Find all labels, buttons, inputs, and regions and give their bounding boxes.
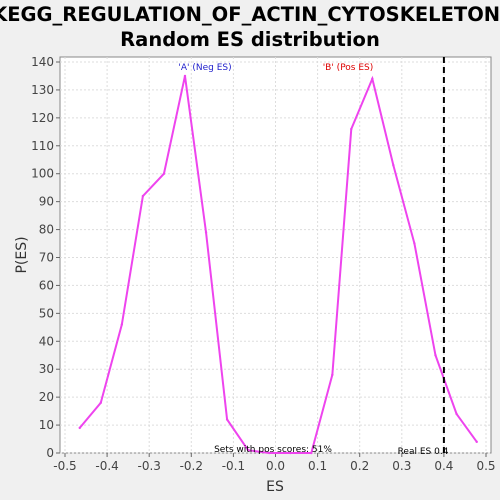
series-point [455, 412, 458, 416]
x-tick-label: -0.4 [95, 459, 118, 473]
series-line [78, 75, 478, 454]
series-point [120, 323, 124, 326]
y-tick-label: 80 [39, 223, 54, 237]
pos-es-annotation: 'B' (Pos ES) [323, 63, 374, 73]
y-tick-label: 40 [39, 334, 54, 348]
series-point [246, 449, 250, 452]
y-tick-label: 0 [46, 446, 54, 460]
x-tick-label: -0.1 [222, 459, 245, 473]
series-point [392, 164, 395, 167]
series-point [225, 418, 229, 421]
series-point [267, 451, 271, 455]
y-tick-label: 140 [31, 55, 54, 69]
series-point [183, 74, 187, 78]
y-tick-label: 20 [39, 390, 54, 404]
series-point [331, 373, 334, 376]
series-point [310, 451, 313, 455]
series-point [434, 354, 437, 357]
y-tick-label: 10 [39, 418, 54, 432]
y-tick-label: 60 [39, 278, 54, 292]
y-tick-label: 110 [31, 139, 54, 153]
y-tick-label: 90 [39, 195, 54, 209]
series-point [99, 401, 102, 404]
series-point [141, 194, 145, 198]
y-tick-label: 50 [39, 306, 54, 320]
series-point [162, 172, 166, 175]
x-tick-label: -0.3 [137, 459, 160, 473]
x-tick-label: -0.5 [53, 459, 76, 473]
x-tick-label: 0.1 [308, 459, 327, 473]
x-tick-label: 0.2 [350, 459, 369, 473]
series-point [78, 426, 81, 430]
y-tick-label: 120 [31, 111, 54, 125]
series-point [413, 242, 416, 245]
y-axis-label: P(ES) [14, 236, 30, 273]
chart-title-line2: Random ES distribution [120, 28, 380, 51]
x-tick-label: 0.5 [476, 459, 495, 473]
x-axis-ticks: -0.5 -0.4 -0.3 -0.2 -0.1 0.0 0.1 0.2 0.3 0.4 0.5 [53, 453, 496, 473]
real-es-annotation: Real ES 0.4 [398, 447, 449, 457]
series-point [350, 127, 353, 131]
y-tick-label: 100 [31, 167, 54, 181]
series-point [475, 440, 478, 444]
series-point [289, 451, 292, 455]
neg-es-annotation: 'A' (Neg ES) [178, 63, 231, 73]
x-tick-label: 0.0 [266, 459, 285, 473]
pos-scores-annotation: Sets with pos scores: 51% [214, 445, 332, 455]
chart-title-line1: KEGG_REGULATION_OF_ACTIN_CYTOSKELETON: [0, 3, 500, 26]
y-tick-label: 130 [31, 83, 54, 97]
x-tick-label: 0.3 [392, 459, 411, 473]
series-points [78, 74, 478, 455]
y-tick-label: 70 [39, 251, 54, 265]
x-tick-label: 0.4 [434, 459, 453, 473]
series-point [204, 231, 208, 234]
x-tick-label: -0.2 [180, 459, 203, 473]
y-axis-ticks: 0 10 20 30 40 50 60 70 80 90 100 110 120 130 140 [31, 55, 60, 460]
x-axis-label: ES [266, 479, 284, 495]
series-point [371, 77, 374, 80]
y-tick-label: 30 [39, 362, 54, 376]
